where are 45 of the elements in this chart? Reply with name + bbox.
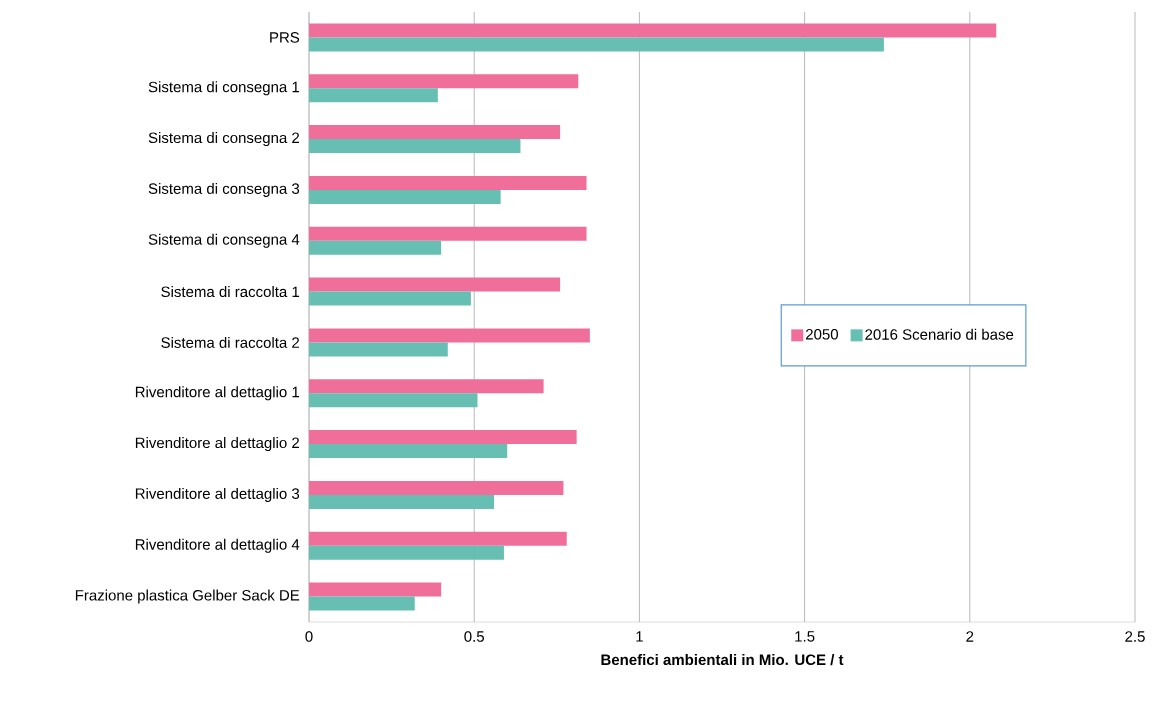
bar: [309, 88, 438, 103]
bar: [309, 125, 561, 140]
x-tick-label: 1: [636, 631, 643, 642]
x-tick-label: 2.5: [1125, 631, 1145, 642]
x-tick-label: 0.5: [464, 631, 484, 642]
y-tick-label: Rivenditore al dettaglio 4: [135, 538, 300, 553]
y-tick-label: Sistema di consegna 1: [148, 81, 300, 96]
y-tick-label: Rivenditore al dettaglio 1: [135, 386, 300, 401]
y-tick-label: Rivenditore al dettaglio 3: [135, 487, 300, 502]
y-tick-label: Sistema di raccolta 1: [161, 286, 300, 298]
bar: [309, 582, 442, 597]
bar: [309, 342, 448, 357]
bar: [309, 379, 544, 394]
bar: [309, 531, 567, 546]
bar: [309, 74, 579, 89]
bar: [309, 291, 471, 306]
y-tick-label: Sistema di consegna 3: [148, 182, 300, 197]
y-tick-label: Sistema di consegna 2: [148, 132, 300, 147]
bar: [309, 494, 495, 509]
y-tick-label: PRS: [270, 32, 300, 43]
bar: [309, 480, 564, 495]
x-tick-label: 0: [305, 631, 313, 642]
y-tick-label: Sistema di consegna 4: [148, 233, 300, 248]
x-tick-label: 2: [966, 631, 974, 642]
bar: [309, 175, 587, 190]
bar: [309, 240, 442, 255]
bar: [309, 430, 577, 445]
bar: [309, 37, 884, 52]
bar: [309, 328, 590, 343]
y-tick-label: Rivenditore al dettaglio 2: [135, 437, 300, 452]
y-tick-label: Sistema di raccolta 2: [161, 336, 300, 348]
bar: [309, 444, 508, 459]
legend-label: 2016 Scenario di base: [865, 328, 1014, 340]
bar: [309, 139, 521, 154]
bar: [309, 393, 478, 408]
x-axis-title: Benefici ambientali in Mio. UCE / t: [601, 654, 844, 666]
bar: [309, 277, 561, 292]
legend-label: 2050: [805, 328, 839, 340]
bar: [309, 23, 997, 38]
bar: [309, 596, 415, 611]
x-tick-label: 1.5: [795, 631, 815, 642]
y-tick-label: Frazione plastica Gelber Sack DE: [75, 589, 300, 604]
bar: [309, 545, 504, 560]
bar: [309, 226, 587, 241]
bar: [309, 189, 501, 204]
